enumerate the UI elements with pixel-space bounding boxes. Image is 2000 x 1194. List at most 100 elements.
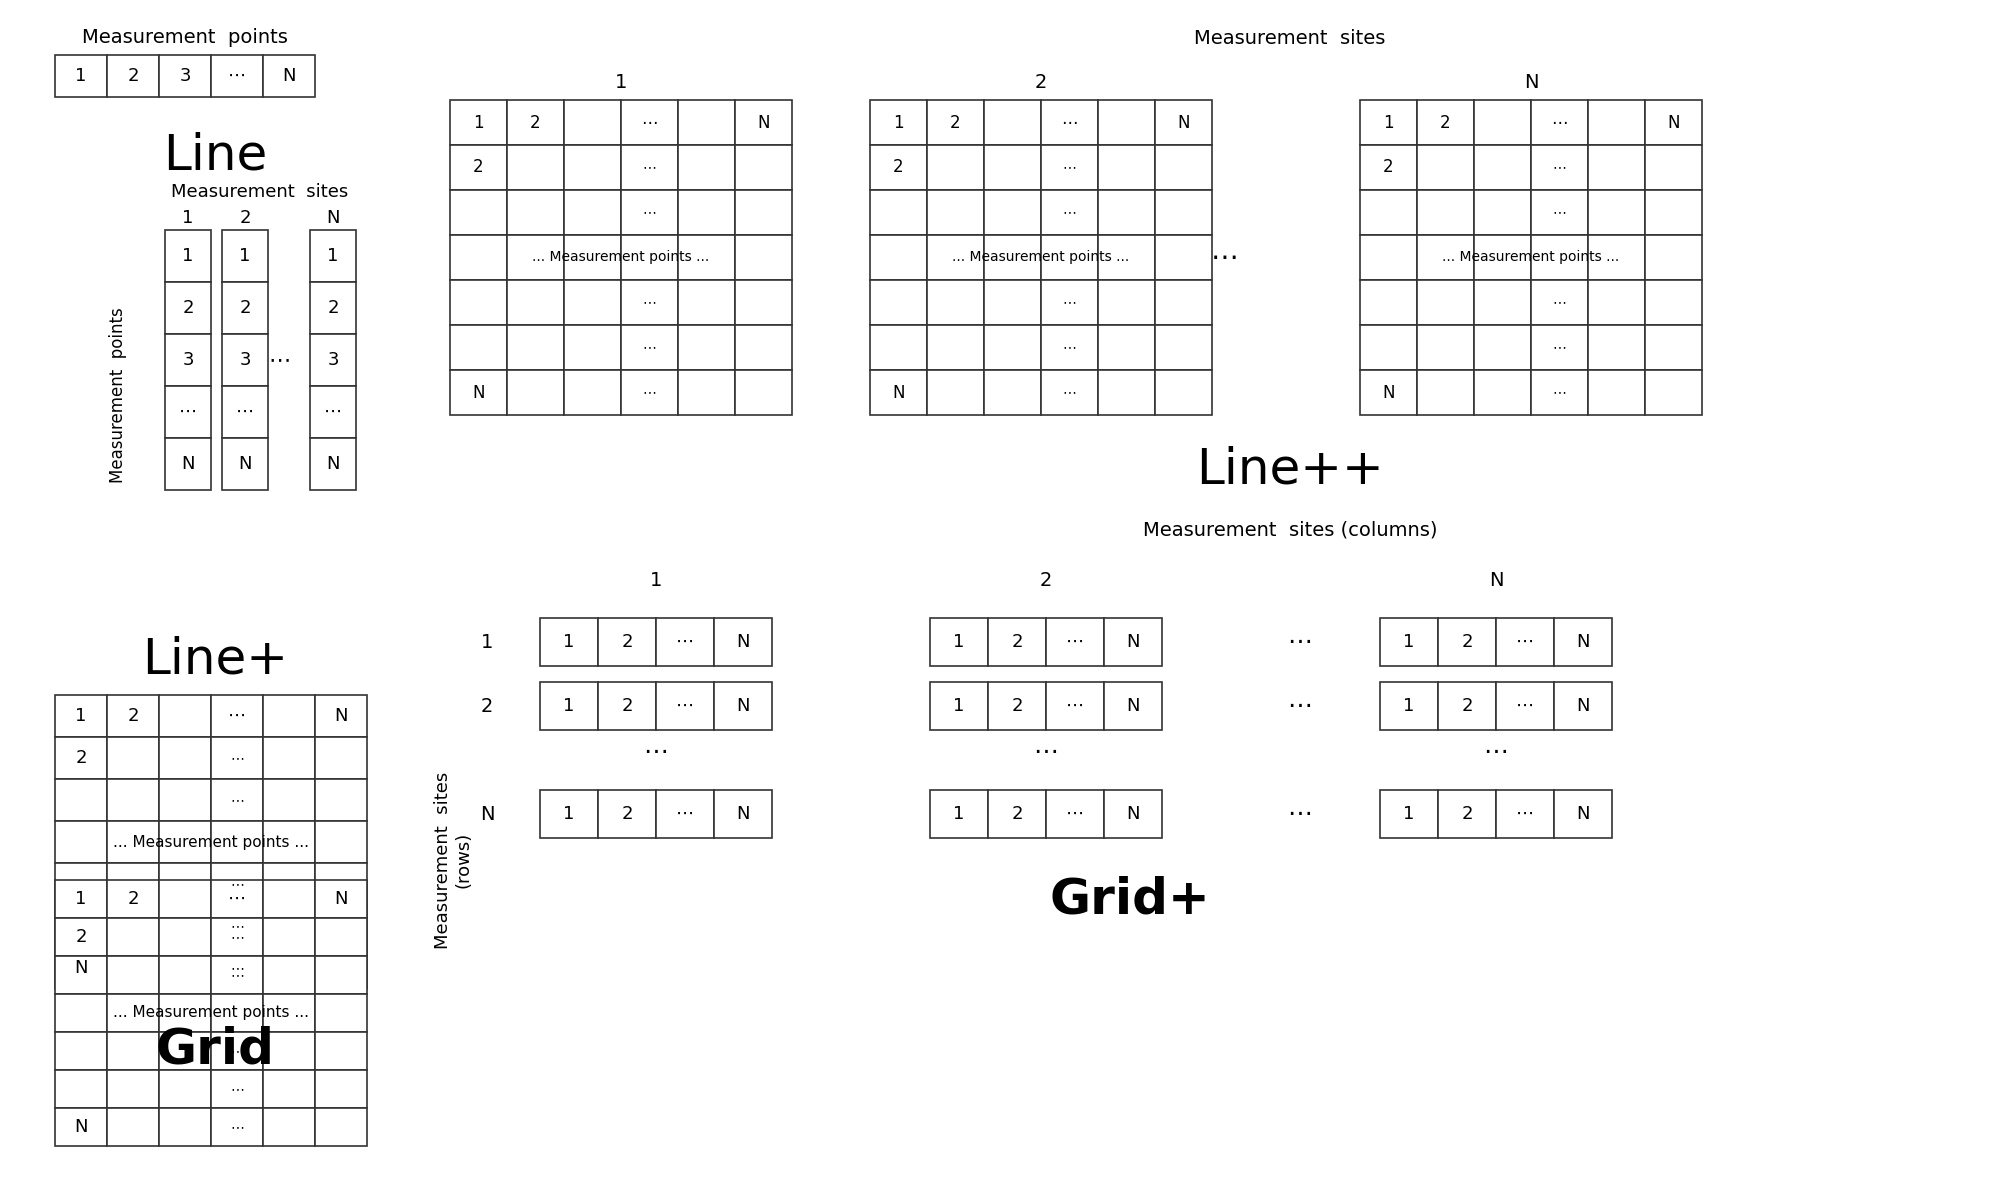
Bar — [264, 1070, 316, 1108]
Bar — [450, 190, 508, 235]
Bar — [564, 235, 620, 281]
Bar — [598, 790, 656, 838]
Bar — [928, 190, 984, 235]
Text: N: N — [1668, 113, 1680, 131]
Bar — [212, 695, 264, 737]
Bar — [540, 790, 598, 838]
Bar — [1474, 144, 1532, 190]
Bar — [1416, 144, 1474, 190]
Bar — [160, 1108, 212, 1146]
Text: 1: 1 — [240, 247, 250, 265]
Text: ⋯: ⋯ — [1212, 244, 1238, 271]
Bar — [870, 281, 928, 325]
Text: 2: 2 — [530, 113, 540, 131]
Bar — [108, 880, 160, 918]
Text: ⋯: ⋯ — [642, 205, 656, 220]
Text: ⋯: ⋯ — [1062, 113, 1078, 131]
Bar — [450, 235, 508, 281]
Bar — [620, 100, 678, 144]
Bar — [678, 100, 736, 144]
Bar — [988, 618, 1046, 666]
Text: ⋯: ⋯ — [180, 404, 196, 421]
Bar — [108, 918, 160, 956]
Bar — [928, 281, 984, 325]
Bar — [160, 863, 212, 905]
Bar — [1040, 370, 1098, 416]
Text: ⋯: ⋯ — [230, 961, 244, 975]
Bar — [450, 100, 508, 144]
Bar — [564, 100, 620, 144]
Text: 2: 2 — [76, 928, 86, 946]
Text: ⋯: ⋯ — [268, 350, 292, 370]
Text: 2: 2 — [480, 696, 494, 715]
Bar — [264, 993, 316, 1032]
Text: 2: 2 — [1462, 633, 1472, 651]
Bar — [160, 947, 212, 989]
Bar — [1380, 790, 1438, 838]
Bar — [1496, 682, 1554, 730]
Text: ⋯: ⋯ — [236, 404, 254, 421]
Bar — [212, 956, 264, 993]
Bar — [164, 282, 212, 334]
Bar — [564, 370, 620, 416]
Bar — [310, 334, 356, 386]
Text: Measurement  sites: Measurement sites — [1194, 29, 1386, 48]
Bar — [1040, 325, 1098, 370]
Bar — [984, 281, 1040, 325]
Text: 2: 2 — [950, 113, 960, 131]
Bar — [56, 918, 108, 956]
Bar — [736, 190, 792, 235]
Bar — [316, 905, 368, 947]
Bar — [212, 880, 264, 918]
Bar — [1046, 790, 1104, 838]
Bar — [160, 778, 212, 821]
Bar — [160, 695, 212, 737]
Text: 2: 2 — [1440, 113, 1450, 131]
Bar — [1046, 618, 1104, 666]
Text: N: N — [1576, 805, 1590, 823]
Bar — [1532, 144, 1588, 190]
Bar — [540, 682, 598, 730]
Bar — [212, 905, 264, 947]
Text: 2: 2 — [128, 890, 138, 907]
Text: 3: 3 — [328, 351, 338, 369]
Text: 1: 1 — [954, 805, 964, 823]
Text: N: N — [1382, 383, 1394, 401]
Text: 1: 1 — [894, 113, 904, 131]
Text: 1: 1 — [480, 633, 494, 652]
Bar — [508, 235, 564, 281]
Text: 1: 1 — [76, 707, 86, 725]
Bar — [316, 956, 368, 993]
Text: ⋯: ⋯ — [324, 404, 342, 421]
Bar — [164, 386, 212, 438]
Text: 1: 1 — [1384, 113, 1394, 131]
Text: N: N — [736, 805, 750, 823]
Bar — [1532, 370, 1588, 416]
Bar — [564, 281, 620, 325]
Text: 1: 1 — [564, 697, 574, 715]
Text: 2: 2 — [1034, 73, 1048, 92]
Bar — [1588, 190, 1644, 235]
Bar — [1098, 370, 1156, 416]
Bar — [870, 370, 928, 416]
Bar — [1098, 100, 1156, 144]
Text: 2: 2 — [128, 707, 138, 725]
Bar — [540, 618, 598, 666]
Bar — [310, 386, 356, 438]
Bar — [164, 334, 212, 386]
Text: 2: 2 — [1012, 697, 1022, 715]
Bar — [316, 737, 368, 778]
Bar — [1416, 190, 1474, 235]
Text: 2: 2 — [1040, 571, 1052, 590]
Text: ⋯: ⋯ — [1552, 340, 1566, 355]
Bar — [316, 947, 368, 989]
Bar — [564, 144, 620, 190]
Bar — [1360, 235, 1416, 281]
Bar — [1040, 190, 1098, 235]
Bar — [264, 947, 316, 989]
Text: Line+: Line+ — [142, 636, 288, 684]
Text: N: N — [736, 697, 750, 715]
Bar — [212, 993, 264, 1032]
Bar — [56, 863, 108, 905]
Bar — [1360, 144, 1416, 190]
